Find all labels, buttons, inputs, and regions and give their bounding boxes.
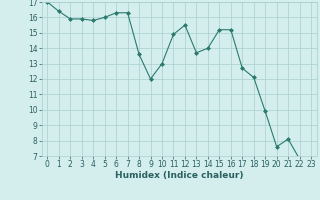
X-axis label: Humidex (Indice chaleur): Humidex (Indice chaleur) [115, 171, 244, 180]
